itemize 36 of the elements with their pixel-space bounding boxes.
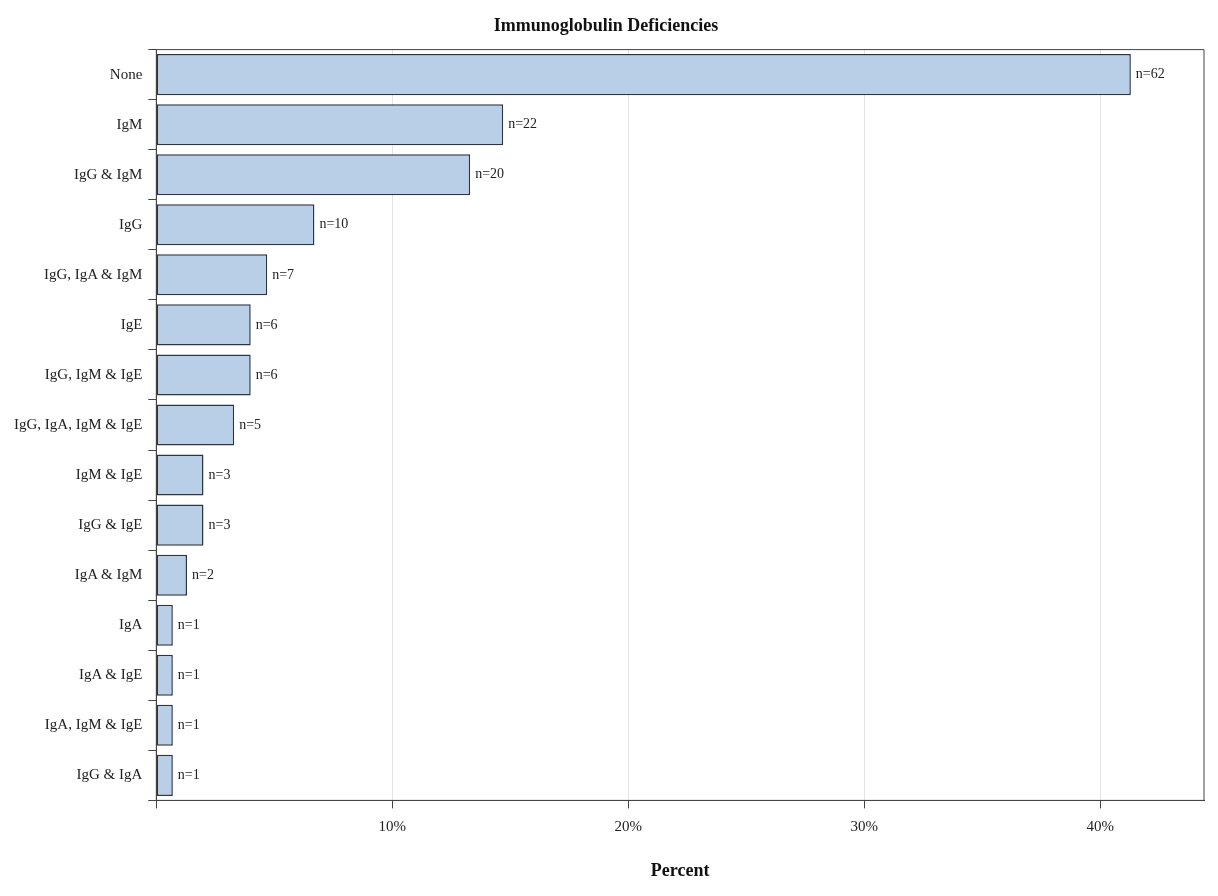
y-tick-label: IgG, IgA, IgM & IgE — [13, 415, 143, 432]
annotation: n=62 — [1135, 66, 1165, 82]
annotation: n=1 — [177, 666, 200, 682]
annotation: n=3 — [208, 466, 231, 482]
y-tick-label: IgM & IgE — [75, 465, 143, 482]
annotation: n=6 — [255, 316, 278, 332]
y-tick-label: IgG & IgM — [73, 165, 143, 182]
chart-title: Immunoglobulin Deficiencies — [493, 15, 719, 36]
annotation: n=1 — [177, 767, 200, 783]
annotation: n=7 — [272, 266, 295, 282]
y-tick-label: IgG — [118, 215, 143, 232]
annotation: n=5 — [239, 416, 262, 432]
y-tick-label: None — [109, 65, 143, 82]
y-tick-label: IgA & IgM — [74, 566, 143, 583]
y-tick-label: IgG & IgE — [78, 516, 143, 533]
annotation: n=6 — [255, 366, 278, 382]
x-axis-title: Percent — [650, 859, 710, 880]
y-tick-label: IgA, IgM & IgE — [44, 716, 143, 733]
y-tick-label: IgA — [118, 616, 143, 633]
x-tick-label: 10% — [378, 818, 407, 835]
annotation: n=20 — [475, 166, 505, 182]
x-tick-label: 30% — [850, 818, 878, 835]
annotation: n=1 — [177, 616, 200, 632]
x-tick-label: 40% — [1086, 818, 1114, 835]
annotation: n=2 — [191, 566, 214, 582]
y-tick-label: IgM — [116, 115, 143, 132]
y-tick-label: IgA & IgE — [78, 666, 143, 683]
x-tick-label: 20% — [614, 818, 642, 835]
y-tick-label: IgG, IgA & IgM — [43, 265, 143, 282]
annotation: n=1 — [177, 716, 200, 732]
y-tick-label: IgE — [120, 315, 143, 332]
y-tick-label: IgG & IgA — [76, 766, 143, 783]
annotation: n=3 — [208, 516, 231, 532]
y-tick-label: IgG, IgM & IgE — [44, 365, 143, 382]
annotation: n=22 — [508, 116, 538, 132]
annotation: n=10 — [319, 216, 349, 232]
